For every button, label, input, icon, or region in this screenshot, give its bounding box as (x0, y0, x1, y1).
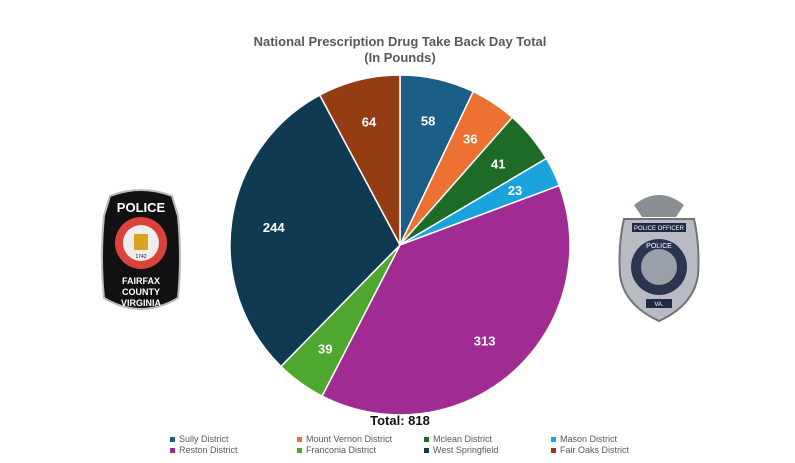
pie-slice-fair-oaks-district (318, 74, 401, 246)
legend-label: Mclean District (433, 434, 493, 444)
data-label: 313 (474, 333, 496, 348)
legend-label: Mount Vernon District (306, 434, 393, 444)
legend-label: Sully District (179, 434, 229, 444)
svg-text:VIRGINIA: VIRGINIA (121, 298, 162, 308)
legend-swatch (424, 436, 429, 442)
data-label: 64 (362, 114, 377, 129)
legend-swatch (297, 447, 302, 453)
svg-text:COUNTY: COUNTY (122, 287, 160, 297)
legend-swatch (551, 436, 556, 442)
legend-swatch (424, 447, 429, 453)
total-label: Total: 818 (370, 413, 430, 428)
legend-item: Mount Vernon District (297, 434, 424, 444)
svg-text:POLICE: POLICE (117, 200, 166, 215)
legend-item: West Springfield (424, 445, 551, 455)
legend-swatch (170, 447, 175, 453)
legend-label: Reston District (179, 445, 238, 455)
legend-label: Mason District (560, 434, 618, 444)
svg-text:FAIRFAX: FAIRFAX (122, 276, 160, 286)
pie-slice-reston-district (321, 184, 571, 416)
legend: Sully District Mount Vernon District Mclea… (170, 434, 650, 455)
police-officer-badge-logo: POLICE OFFICER POLICE VA. (618, 195, 700, 323)
legend-item: Mason District (551, 434, 651, 444)
legend-swatch (297, 436, 302, 442)
svg-text:POLICE: POLICE (646, 243, 672, 250)
data-label: 244 (263, 220, 285, 235)
chart-subtitle: (In Pounds) (364, 50, 436, 65)
legend-swatch (551, 447, 556, 453)
svg-text:POLICE OFFICER: POLICE OFFICER (634, 226, 685, 232)
data-label: 36 (463, 132, 477, 147)
chart-title: National Prescription Drug Take Back Day… (253, 34, 547, 49)
legend-swatch (170, 436, 175, 442)
legend-label: West Springfield (433, 445, 499, 455)
data-label: 41 (491, 157, 505, 172)
legend-item: Reston District (170, 445, 297, 455)
legend-label: Franconia District (306, 445, 377, 455)
svg-text:VA.: VA. (654, 302, 664, 308)
legend-label: Fair Oaks District (560, 445, 630, 455)
data-label: 39 (318, 341, 332, 356)
legend-item: Fair Oaks District (551, 445, 651, 455)
pie-slice-west-springfield (229, 94, 401, 368)
svg-text:1742: 1742 (135, 254, 146, 260)
legend-item: Sully District (170, 434, 297, 444)
fairfax-police-patch-logo: POLICE 1742 FAIRFAX COUNTY VIRGINIA (101, 189, 181, 310)
legend-item: Mclean District (424, 434, 551, 444)
data-label: 58 (421, 114, 435, 129)
data-label: 23 (508, 183, 522, 198)
legend-item: Franconia District (297, 445, 424, 455)
